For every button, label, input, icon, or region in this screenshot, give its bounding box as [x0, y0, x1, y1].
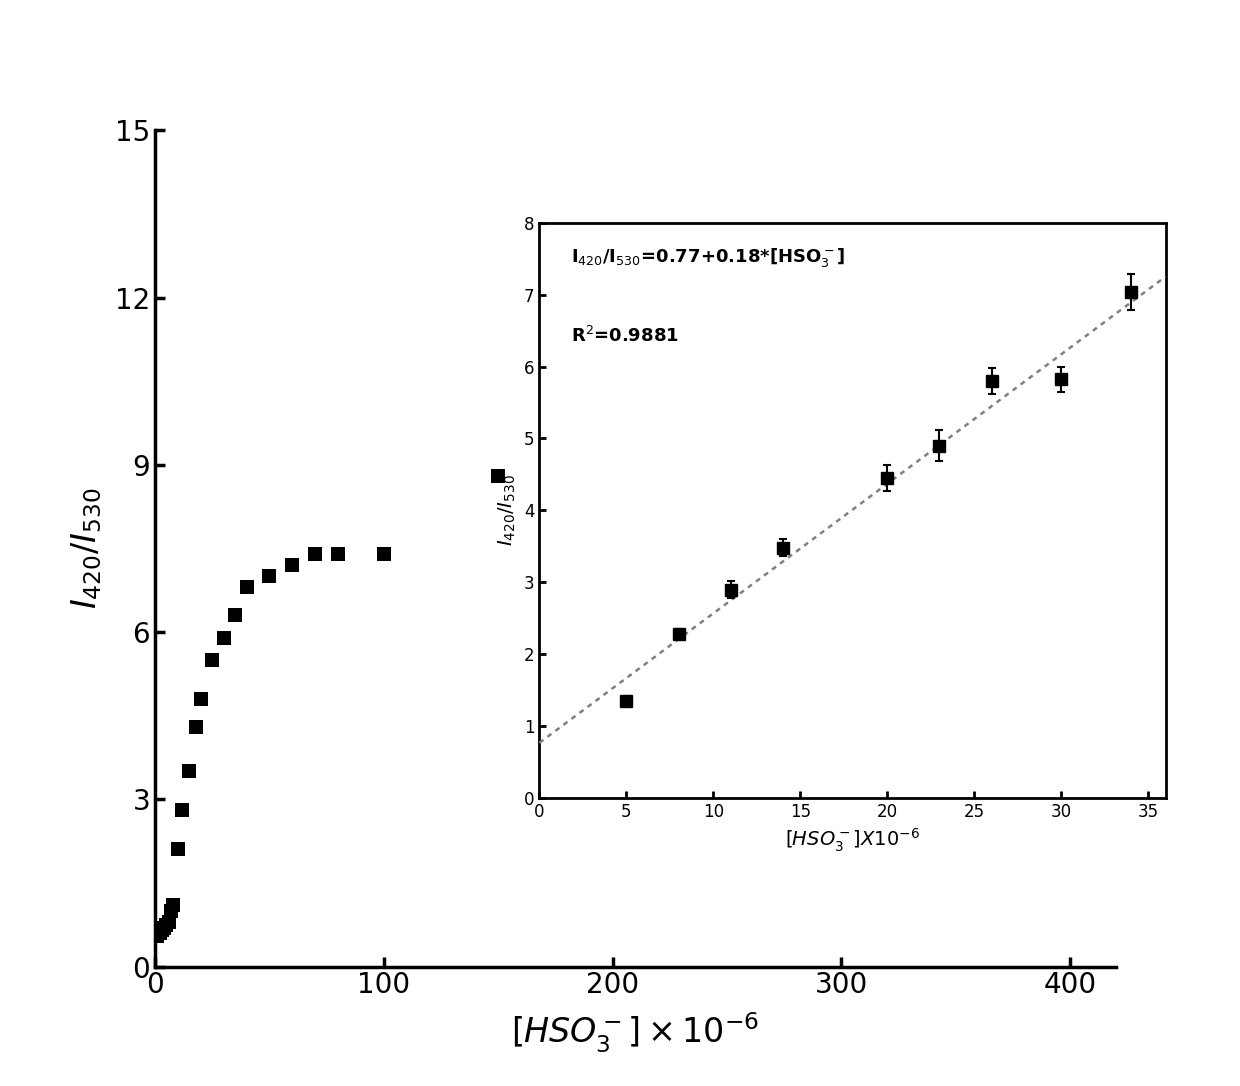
Point [237, 579, 257, 596]
Point [226, 607, 246, 624]
Text: I$_{420}$/I$_{530}$=0.77+0.18*[HSO$_3^-$]: I$_{420}$/I$_{530}$=0.77+0.18*[HSO$_3^-$… [570, 245, 846, 268]
Point [172, 801, 192, 819]
Point [167, 841, 187, 858]
Text: R$^2$=0.9881: R$^2$=0.9881 [570, 326, 678, 346]
Point [191, 691, 211, 708]
Point [202, 652, 222, 669]
Point [877, 278, 897, 295]
Point [283, 556, 303, 573]
Point [150, 924, 170, 942]
Point [154, 919, 174, 936]
Point [156, 917, 176, 934]
Point [259, 568, 279, 585]
Y-axis label: $I_{420}/I_{530}$: $I_{420}/I_{530}$ [69, 488, 104, 609]
Point [603, 401, 622, 418]
Point [213, 629, 233, 646]
Point [161, 902, 181, 920]
Point [305, 545, 325, 563]
Y-axis label: $I_{420}/I_{530}$: $I_{420}/I_{530}$ [497, 475, 518, 546]
Point [186, 718, 206, 735]
Point [374, 545, 394, 563]
Point [180, 762, 200, 780]
Point [329, 545, 348, 563]
Point [717, 305, 737, 323]
Point [164, 897, 184, 914]
Point [832, 303, 852, 320]
X-axis label: $[HSO_3^-]X10^{-6}$: $[HSO_3^-]X10^{-6}$ [785, 826, 920, 854]
X-axis label: $[HSO_3^-]\times10^{-6}$: $[HSO_3^-]\times10^{-6}$ [511, 1010, 760, 1055]
Point [148, 927, 167, 945]
Point [489, 467, 508, 484]
Point [159, 913, 179, 931]
Point [1060, 222, 1080, 239]
Point [153, 922, 172, 939]
